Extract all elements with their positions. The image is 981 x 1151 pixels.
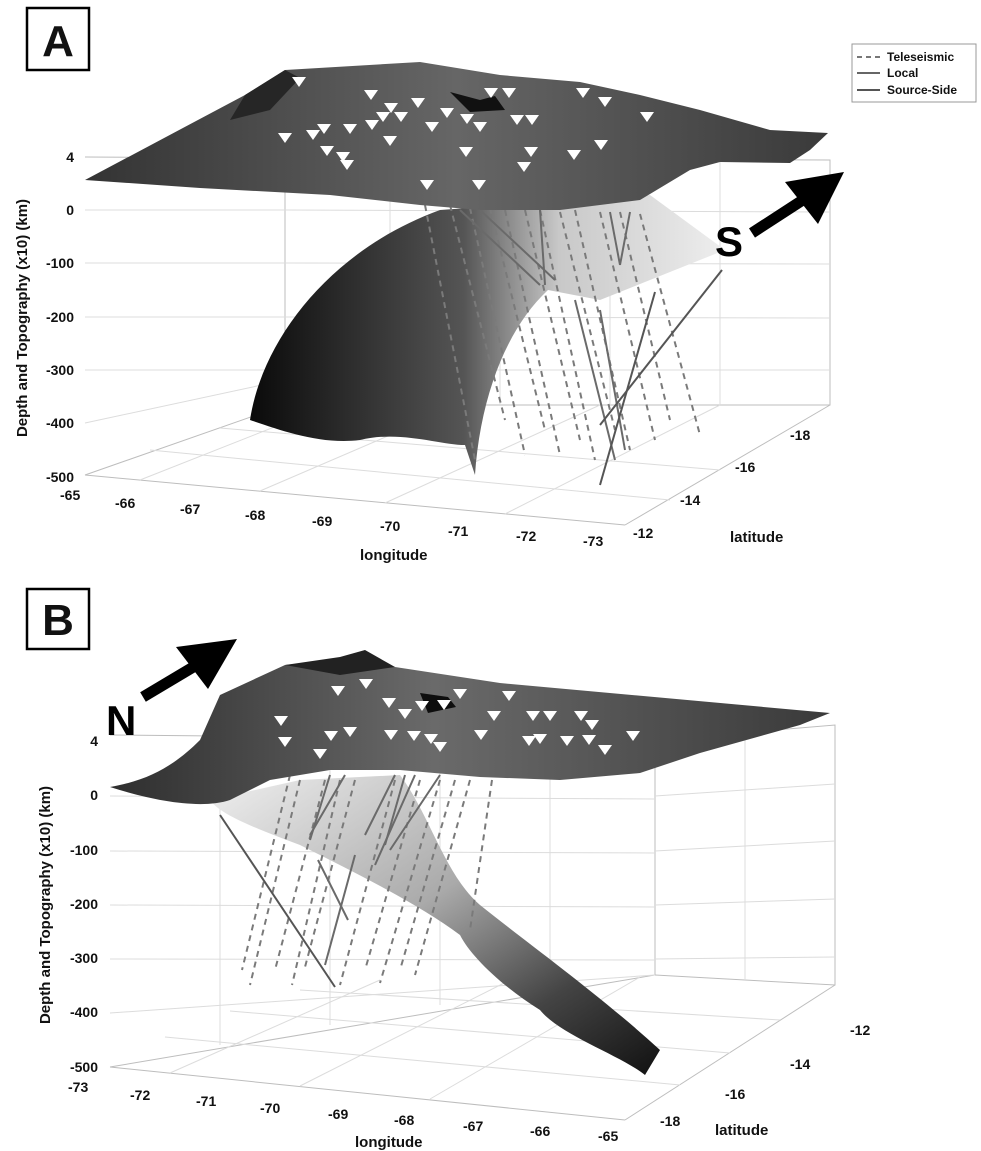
svg-text:B: B [42,596,74,645]
ray-paths-a [424,204,723,486]
svg-text:-14: -14 [680,492,700,508]
y-axis-label-b: latitude [715,1122,768,1139]
slab-surface-a [250,195,725,475]
ray-paths-b [219,774,493,988]
svg-text:-67: -67 [180,501,200,517]
svg-text:-68: -68 [394,1112,414,1128]
svg-text:-300: -300 [70,950,98,966]
y-axis-a: -12 -14 -16 -18 latitude [633,427,810,546]
station-markers-a [278,77,654,190]
z-axis-label-b: Depth and Topography (x10) (km) [37,786,54,1024]
svg-text:-12: -12 [633,525,653,541]
svg-text:S: S [715,218,743,265]
svg-text:4: 4 [90,733,98,749]
svg-text:-66: -66 [530,1123,550,1139]
svg-text:-14: -14 [790,1056,810,1072]
svg-text:-16: -16 [725,1086,745,1102]
svg-text:-200: -200 [70,896,98,912]
svg-text:-100: -100 [70,842,98,858]
x-axis-a: -65 -66 -67 -68 -69 -70 -71 -72 -73 long… [60,487,603,564]
z-axis-b: 4 0 -100 -200 -300 -400 -500 Depth and T… [37,733,98,1075]
svg-text:-72: -72 [516,528,536,544]
z-axis-label-a: Depth and Topography (x10) (km) [14,199,31,437]
svg-text:-71: -71 [448,523,468,539]
svg-text:0: 0 [66,202,74,218]
svg-text:-73: -73 [583,533,603,549]
x-axis-b: -73 -72 -71 -70 -69 -68 -67 -66 -65 long… [68,1079,618,1151]
svg-text:-71: -71 [196,1093,216,1109]
z-axis-a: 4 0 -100 -200 -300 -400 -500 Depth and T… [14,149,74,485]
slab-surface-b [210,775,660,1075]
svg-text:N: N [106,697,136,744]
svg-text:-100: -100 [46,255,74,271]
svg-text:4: 4 [66,149,74,165]
svg-text:-73: -73 [68,1079,88,1095]
svg-text:-16: -16 [735,459,755,475]
svg-text:-18: -18 [790,427,810,443]
svg-text:-70: -70 [380,518,400,534]
svg-text:-66: -66 [115,495,135,511]
legend-a: Teleseismic Local Source-Side [851,43,977,103]
x-axis-label-a: longitude [360,547,428,564]
svg-text:-12: -12 [850,1022,870,1038]
svg-text:-70: -70 [260,1100,280,1116]
svg-text:-400: -400 [70,1004,98,1020]
compass-arrow-a: S [715,172,844,265]
topography-surface-a [85,62,828,210]
panel-a-figure: A [14,6,977,564]
svg-text:-500: -500 [46,469,74,485]
svg-text:-200: -200 [46,309,74,325]
svg-text:-65: -65 [598,1128,618,1144]
y-axis-label-a: latitude [730,529,783,546]
x-axis-label-b: longitude [355,1134,423,1151]
svg-text:-300: -300 [46,362,74,378]
panel-letter-a: A [25,6,91,72]
legend-source-side: Source-Side [887,83,957,97]
svg-text:-400: -400 [46,415,74,431]
svg-text:-72: -72 [130,1087,150,1103]
y-axis-b: -12 -14 -16 -18 latitude [660,1022,870,1139]
panel-b-figure: B [25,587,870,1151]
svg-text:-65: -65 [60,487,80,503]
panel-letter-b: B [25,587,91,651]
legend-teleseismic: Teleseismic [887,50,954,64]
topography-surface-b [110,650,830,805]
svg-text:-67: -67 [463,1118,483,1134]
svg-text:-500: -500 [70,1059,98,1075]
svg-text:-18: -18 [660,1113,680,1129]
svg-text:A: A [42,17,74,66]
legend-local: Local [887,66,918,80]
station-markers-b [274,679,640,759]
svg-text:-68: -68 [245,507,265,523]
svg-text:-69: -69 [328,1106,348,1122]
svg-text:-69: -69 [312,513,332,529]
compass-arrow-b: N [106,639,237,744]
svg-text:0: 0 [90,787,98,803]
